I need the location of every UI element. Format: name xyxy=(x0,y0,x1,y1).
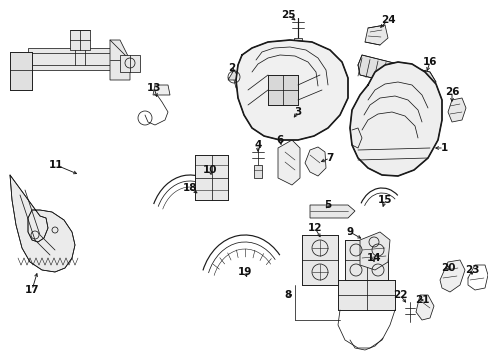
Polygon shape xyxy=(10,52,32,90)
Polygon shape xyxy=(337,280,394,310)
Text: 22: 22 xyxy=(392,290,407,300)
Polygon shape xyxy=(227,70,240,80)
Text: 4: 4 xyxy=(254,140,261,150)
Polygon shape xyxy=(447,98,465,122)
Text: 6: 6 xyxy=(276,135,283,145)
Polygon shape xyxy=(357,55,435,92)
Polygon shape xyxy=(110,40,130,80)
Text: 23: 23 xyxy=(464,265,478,275)
Polygon shape xyxy=(120,55,140,72)
Polygon shape xyxy=(302,235,337,285)
Text: 12: 12 xyxy=(307,223,322,233)
Text: 11: 11 xyxy=(49,160,63,170)
Text: 20: 20 xyxy=(440,263,454,273)
Text: 26: 26 xyxy=(444,87,458,97)
Text: 9: 9 xyxy=(346,227,353,237)
Text: 7: 7 xyxy=(325,153,333,163)
Polygon shape xyxy=(305,147,325,176)
Text: 18: 18 xyxy=(183,183,197,193)
Polygon shape xyxy=(153,85,170,95)
Polygon shape xyxy=(309,205,354,218)
Polygon shape xyxy=(195,155,227,200)
Text: 24: 24 xyxy=(380,15,394,25)
Text: 17: 17 xyxy=(24,285,39,295)
Polygon shape xyxy=(293,38,302,48)
Polygon shape xyxy=(267,75,297,105)
Polygon shape xyxy=(415,295,433,320)
Polygon shape xyxy=(236,40,347,140)
Text: 1: 1 xyxy=(440,143,447,153)
Polygon shape xyxy=(359,232,389,270)
Text: 8: 8 xyxy=(284,290,291,300)
Text: 21: 21 xyxy=(414,295,428,305)
Polygon shape xyxy=(70,30,90,50)
Text: 15: 15 xyxy=(377,195,391,205)
Text: 25: 25 xyxy=(280,10,295,20)
Polygon shape xyxy=(349,62,441,176)
Text: 16: 16 xyxy=(422,57,436,67)
Polygon shape xyxy=(439,260,464,292)
Polygon shape xyxy=(278,140,299,185)
Polygon shape xyxy=(28,48,110,70)
Text: 3: 3 xyxy=(294,107,301,117)
Text: 5: 5 xyxy=(324,200,331,210)
Polygon shape xyxy=(253,165,262,178)
Text: 10: 10 xyxy=(203,165,217,175)
Text: 19: 19 xyxy=(237,267,252,277)
Text: 2: 2 xyxy=(228,63,235,73)
Polygon shape xyxy=(262,108,325,138)
Text: 14: 14 xyxy=(366,253,381,263)
Polygon shape xyxy=(345,240,387,280)
Text: 13: 13 xyxy=(146,83,161,93)
Polygon shape xyxy=(10,175,75,272)
Polygon shape xyxy=(364,25,387,45)
